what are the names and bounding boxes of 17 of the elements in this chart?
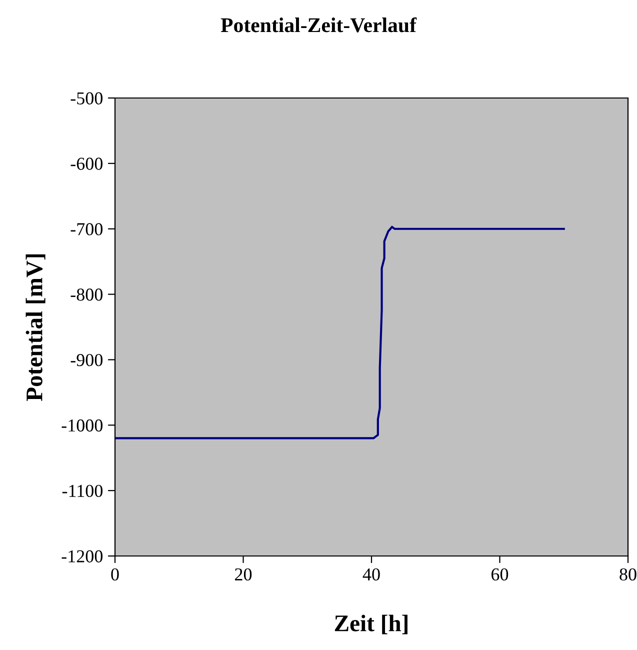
x-tick-label: 80 [620,568,636,581]
y-tick-label: -1100 [62,484,103,498]
y-tick-label: -500 [70,92,103,104]
y-axis-title: Potential [mV] [26,254,46,402]
line-series [115,226,565,440]
y-tick-label: -1000 [62,419,103,432]
y-tick-label: -600 [70,158,103,170]
y-tick-label: -900 [70,354,103,366]
y-tick-label: -700 [70,223,103,236]
x-tick-label: 20 [235,568,252,581]
x-axis-title: Zeit [h] [334,614,408,634]
x-tick-label: 60 [492,568,508,581]
y-tick-label: -800 [70,288,103,301]
chart-title: Potential-Zeit-Verlauf [220,17,417,32]
x-tick-label: 0 [111,568,119,581]
y-tick-label: -1200 [62,550,103,562]
x-tick-label: 40 [362,568,380,581]
